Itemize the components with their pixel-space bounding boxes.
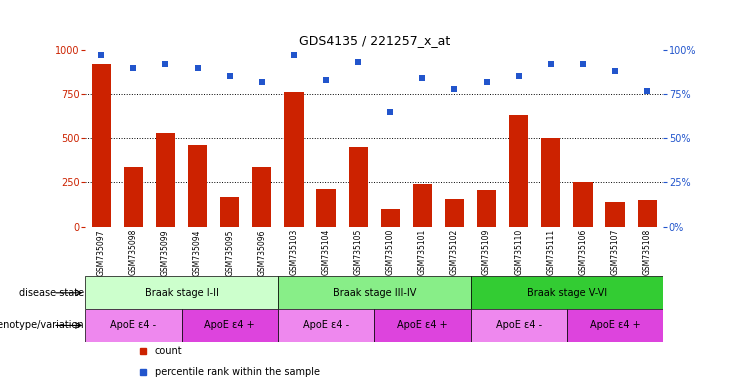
Text: genotype/variation: genotype/variation (0, 320, 84, 331)
Bar (471, 309, 567, 342)
Text: GSM735110: GSM735110 (514, 229, 523, 275)
Bar (348, 147, 368, 227)
Bar (124, 167, 143, 227)
Point (513, 73, 525, 79)
Text: GSM735101: GSM735101 (418, 229, 427, 275)
Point (96, 52, 107, 58)
Text: percentile rank within the sample: percentile rank within the sample (155, 367, 319, 377)
Text: GSM735103: GSM735103 (290, 229, 299, 275)
Bar (574, 182, 593, 227)
Text: ApoE ε4 +: ApoE ε4 + (205, 320, 255, 331)
Bar (567, 309, 663, 342)
Point (481, 79, 493, 85)
Text: ApoE ε4 -: ApoE ε4 - (496, 320, 542, 331)
Point (385, 109, 396, 115)
Point (224, 73, 236, 79)
Bar (188, 145, 207, 227)
Text: GSM735107: GSM735107 (611, 229, 619, 275)
Text: GSM735097: GSM735097 (97, 229, 106, 276)
Bar (85, 276, 278, 309)
Text: Braak stage V-VI: Braak stage V-VI (527, 288, 607, 298)
Point (545, 61, 556, 67)
Bar (278, 276, 471, 309)
Point (609, 68, 621, 74)
Bar (381, 209, 400, 227)
Point (577, 61, 589, 67)
Bar (92, 64, 111, 227)
Bar (509, 115, 528, 227)
Text: GSM735094: GSM735094 (193, 229, 202, 276)
Point (256, 79, 268, 85)
Text: GSM735099: GSM735099 (161, 229, 170, 276)
Point (320, 77, 332, 83)
Bar (477, 190, 496, 227)
Text: GSM735105: GSM735105 (353, 229, 362, 275)
Bar (413, 184, 432, 227)
Bar (637, 200, 657, 227)
Text: GSM735098: GSM735098 (129, 229, 138, 275)
Text: GSM735102: GSM735102 (450, 229, 459, 275)
Point (416, 75, 428, 81)
Text: ApoE ε4 -: ApoE ε4 - (110, 320, 156, 331)
Point (127, 65, 139, 71)
Bar (471, 276, 663, 309)
Text: ApoE ε4 +: ApoE ε4 + (590, 320, 640, 331)
Bar (605, 202, 625, 227)
Bar (220, 197, 239, 227)
Text: GSM735095: GSM735095 (225, 229, 234, 276)
Point (288, 52, 300, 58)
Point (192, 65, 204, 71)
Text: Braak stage I-II: Braak stage I-II (144, 288, 219, 298)
Point (448, 86, 460, 92)
Bar (278, 309, 374, 342)
Bar (182, 309, 278, 342)
Bar (541, 138, 560, 227)
Point (641, 88, 653, 94)
Text: disease state: disease state (19, 288, 84, 298)
Text: GSM735100: GSM735100 (386, 229, 395, 275)
Point (352, 59, 364, 65)
Bar (445, 199, 464, 227)
Text: GSM735108: GSM735108 (642, 229, 651, 275)
Text: ApoE ε4 -: ApoE ε4 - (303, 320, 349, 331)
Bar (285, 92, 304, 227)
Text: GSM735106: GSM735106 (579, 229, 588, 275)
Title: GDS4135 / 221257_x_at: GDS4135 / 221257_x_at (299, 34, 450, 47)
Bar (85, 309, 182, 342)
Bar (156, 133, 175, 227)
Bar (374, 309, 471, 342)
Text: GSM735111: GSM735111 (546, 229, 555, 275)
Point (159, 61, 171, 67)
Text: GSM735109: GSM735109 (482, 229, 491, 275)
Text: Braak stage III-IV: Braak stage III-IV (333, 288, 416, 298)
Bar (252, 167, 271, 227)
Text: GSM735096: GSM735096 (257, 229, 266, 276)
Text: count: count (155, 346, 182, 356)
Bar (316, 189, 336, 227)
Text: ApoE ε4 +: ApoE ε4 + (397, 320, 448, 331)
Text: GSM735104: GSM735104 (322, 229, 330, 275)
